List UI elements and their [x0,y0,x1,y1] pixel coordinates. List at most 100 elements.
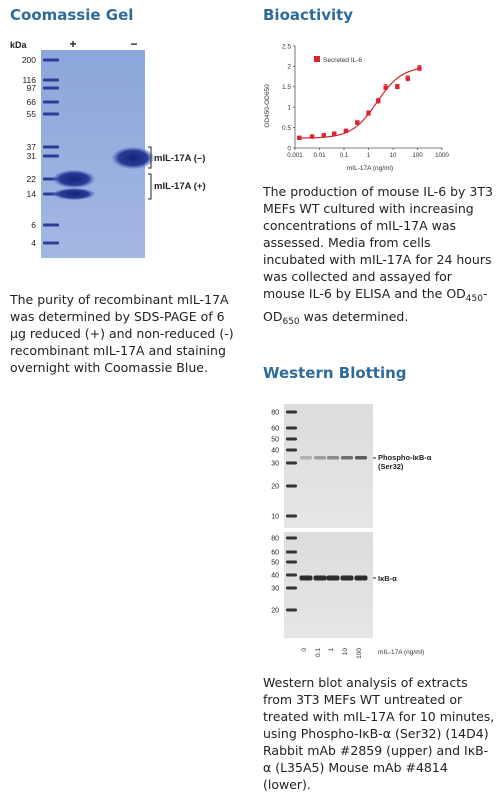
upper-band-lane-1 [300,456,312,460]
upper-ladder-band-20 [286,484,297,488]
upper-marker-label-20: 20 [271,484,279,491]
x-tick-label: 0.1 [340,152,349,159]
lower-ladder-band-80 [286,536,297,540]
lower-marker-label-60: 60 [271,550,279,557]
upper-marker-label-10: 10 [271,514,279,521]
marker-label-200: 200 [22,55,36,65]
upper-band-lane-3 [327,456,339,460]
od-text-2: -OD [263,286,488,324]
kda-label: kDa [10,40,28,50]
bioactivity-caption-end: was determined. [299,309,409,324]
lane-label-10: 10 [342,648,349,656]
y-tick-label: 2 [287,64,291,71]
upper-band-label: Phospho-IκB-α [378,453,432,462]
band-reduced-lower [53,188,95,200]
lower-marker-label-40: 40 [271,573,279,580]
lower-ladder-band-20 [286,608,297,612]
od-sub-650: 650 [282,317,300,327]
marker-label-6: 6 [31,220,36,230]
upper-band-label-site: (Ser32) [378,462,404,471]
data-point [332,131,337,136]
upper-marker-label-50: 50 [271,437,279,444]
x-tick-label: 1 [367,152,371,159]
data-point [383,85,388,90]
x-tick-label: 0.01 [313,152,326,159]
coomassie-title: Coomassie Gel [10,6,134,24]
lower-band-label: IκB-α [378,574,397,583]
data-points [297,65,422,140]
lower-marker-label-50: 50 [271,560,279,567]
lane-minus-label: − [130,37,137,51]
data-point [355,120,360,125]
bioactivity-title: Bioactivity [263,6,354,24]
lower-band-lane-3 [326,575,340,581]
bracket-plus [148,173,152,200]
marker-band-97 [43,86,59,90]
upper-marker-label-80: 80 [271,410,279,417]
lane-label-0: 0 [301,648,308,652]
lane-plus-label: + [69,37,76,51]
data-point [395,84,400,89]
upper-ladder-band-10 [286,514,297,518]
x-tick-label: 100 [412,152,423,159]
data-point [343,128,349,134]
western-caption: Western blot analysis of extracts from 3… [263,675,495,792]
marker-band-200 [43,58,59,62]
lower-marker-label-30: 30 [271,586,279,593]
x-tick-label: 0.001 [287,152,303,159]
upper-marker-label-40: 40 [271,448,279,455]
data-point [366,111,371,116]
od-sub-450: 450 [465,294,483,304]
lane-labels: 0 0.1 1 10 100 [301,648,363,659]
lower-ladder-band-60 [286,550,297,554]
marker-label-31: 31 [27,151,37,161]
coomassie-caption: The purity of recombinant mIL-17A was de… [10,292,234,375]
data-point [417,66,422,71]
y-tick-label: 0.5 [282,125,291,132]
data-point [309,134,315,139]
lower-marker-label-80: 80 [271,536,279,543]
data-point [376,98,381,104]
marker-band-55 [43,112,59,116]
upper-bands [300,456,367,460]
lower-band-lane-4 [340,575,354,581]
legend-label: Secreted IL-6 [323,57,362,64]
upper-ladder-band-80 [286,410,297,414]
band-label-plus: mIL-17A (+) [154,181,206,192]
band-reduced-upper [53,170,95,188]
x-axis-label: mIL-17A (ng/ml) [347,165,393,172]
marker-label-55: 55 [27,109,37,119]
lower-band-lane-1 [299,575,313,581]
y-tick-label: 2.5 [282,43,291,50]
upper-marker-label-30: 30 [271,461,279,468]
marker-label-37: 37 [27,142,37,152]
upper-blot [284,404,373,528]
western-blot-figure: 80 60 50 40 30 20 10 Phospho-IκB-α (Ser32) 80 6… [271,404,432,659]
bioactivity-caption: The production of mouse IL-6 by 3T3 MEFs… [263,183,493,331]
marker-band-66 [43,100,59,104]
marker-band-6 [43,223,59,227]
fit-curve-path [299,68,420,139]
y-axis-label: OD450-OD650 [264,84,271,128]
data-point [321,133,327,138]
band-non-reduced [112,147,154,169]
data-point [405,76,410,81]
y-tick-label: 0 [287,145,291,152]
lower-ladder-band-50 [286,560,297,564]
lower-band-lane-5 [354,575,368,581]
marker-label-22: 22 [27,174,37,184]
od-text-1: OD [446,286,466,301]
marker-label-14: 14 [27,189,37,199]
lower-bands [299,575,368,581]
marker-band-31 [43,154,59,158]
marker-label-97: 97 [27,83,37,93]
fit-curve [299,68,420,139]
lower-blot [284,532,373,638]
marker-label-116: 116 [22,75,36,85]
upper-band-lane-2 [314,456,326,460]
y-tick-label: 1 [287,105,291,112]
upper-band-lane-4 [341,456,353,460]
marker-band-37 [43,145,59,149]
upper-marker-label-60: 60 [271,426,279,433]
